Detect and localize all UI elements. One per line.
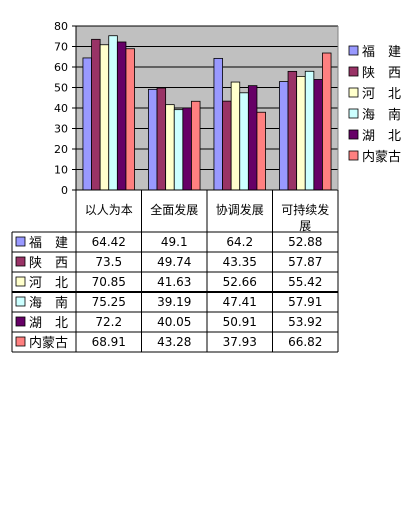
data-label: 64.42 — [92, 235, 126, 249]
bar — [165, 104, 175, 191]
table-row-label: 河 北 — [29, 276, 68, 291]
category-label: 全面发展 — [150, 202, 198, 217]
y-tick-label: 30 — [54, 123, 68, 136]
bar — [156, 87, 167, 191]
legend-swatch — [348, 66, 359, 77]
bar — [247, 85, 258, 191]
legend-swatch — [348, 129, 359, 140]
bar — [173, 109, 184, 191]
data-label: 73.5 — [95, 255, 122, 269]
data-label: 47.41 — [223, 295, 257, 309]
bar — [182, 107, 192, 191]
data-label: 68.91 — [92, 335, 126, 349]
bar — [322, 52, 332, 191]
y-tick-label: 10 — [54, 164, 68, 177]
bar — [287, 70, 298, 191]
category-label: 展 — [299, 219, 311, 233]
legend-label: 湖 北 — [362, 129, 401, 144]
table-row-label: 陕 西 — [29, 256, 68, 271]
bar — [82, 57, 92, 191]
data-label: 70.85 — [92, 275, 126, 289]
bar — [230, 81, 241, 191]
data-label: 50.91 — [223, 315, 257, 329]
data-label: 39.19 — [157, 295, 191, 309]
table-row-swatch — [15, 276, 26, 287]
y-tick-label: 0 — [61, 184, 68, 197]
bar — [125, 48, 135, 191]
plot-area — [75, 25, 339, 191]
y-axis-ticks: 0 10 20 30 40 50 60 70 80 — [54, 20, 76, 197]
bar — [116, 41, 127, 191]
legend-label: 海 南 — [362, 107, 401, 123]
table-row-swatch — [15, 256, 26, 267]
data-label: 52.66 — [223, 275, 257, 289]
y-tick-label: 70 — [54, 41, 68, 54]
table-row-label: 内蒙古 — [29, 335, 68, 351]
bar — [222, 100, 232, 191]
legend-label: 福 建 — [362, 45, 401, 60]
legend-swatch — [348, 150, 359, 161]
table-row-label: 福 建 — [29, 236, 68, 251]
y-tick-label: 40 — [54, 102, 68, 115]
data-label: 49.1 — [161, 235, 188, 249]
data-label: 57.87 — [288, 255, 322, 269]
table-row-label: 海 南 — [29, 295, 68, 311]
bar — [108, 35, 118, 191]
data-label: 53.92 — [288, 315, 322, 329]
bar — [213, 57, 223, 191]
bar — [148, 88, 158, 191]
bar — [279, 81, 289, 191]
y-tick-label: 50 — [54, 82, 68, 95]
data-label: 75.25 — [92, 295, 126, 309]
table-row-label: 湖 北 — [29, 316, 68, 331]
data-label: 37.93 — [223, 335, 257, 349]
category-label: 可持续发 — [281, 202, 329, 217]
data-label: 64.2 — [226, 235, 253, 249]
legend-swatch — [348, 108, 359, 119]
bar — [256, 111, 266, 191]
legend-swatch — [348, 45, 359, 56]
bar — [304, 70, 315, 191]
data-label: 41.63 — [157, 275, 191, 289]
data-label: 43.28 — [157, 335, 191, 349]
table-row-swatch — [15, 296, 26, 307]
data-label: 57.91 — [288, 295, 322, 309]
y-tick-label: 20 — [54, 143, 68, 156]
data-label: 40.05 — [157, 315, 191, 329]
bar — [91, 38, 101, 191]
legend-label: 河 北 — [362, 87, 401, 102]
data-label: 49.74 — [157, 255, 191, 269]
category-label: 协调发展 — [216, 202, 264, 217]
data-label: 43.35 — [223, 255, 257, 269]
bar — [296, 75, 306, 191]
table-row-swatch — [15, 316, 26, 327]
category-label: 以人为本 — [85, 203, 133, 217]
bar — [239, 92, 249, 191]
bar — [99, 44, 110, 191]
bar — [313, 79, 323, 191]
legend-label: 陕 西 — [362, 66, 401, 81]
bar — [191, 100, 201, 191]
legend-label: 内蒙古 — [362, 149, 401, 165]
data-label: 72.2 — [95, 315, 122, 329]
table-row-swatch — [15, 336, 26, 347]
table-row-swatch — [15, 236, 26, 247]
y-tick-label: 80 — [54, 20, 68, 33]
data-label: 55.42 — [288, 275, 322, 289]
y-tick-label: 60 — [54, 61, 68, 74]
data-label: 66.82 — [288, 335, 322, 349]
legend-swatch — [348, 87, 359, 98]
data-label: 52.88 — [288, 235, 322, 249]
